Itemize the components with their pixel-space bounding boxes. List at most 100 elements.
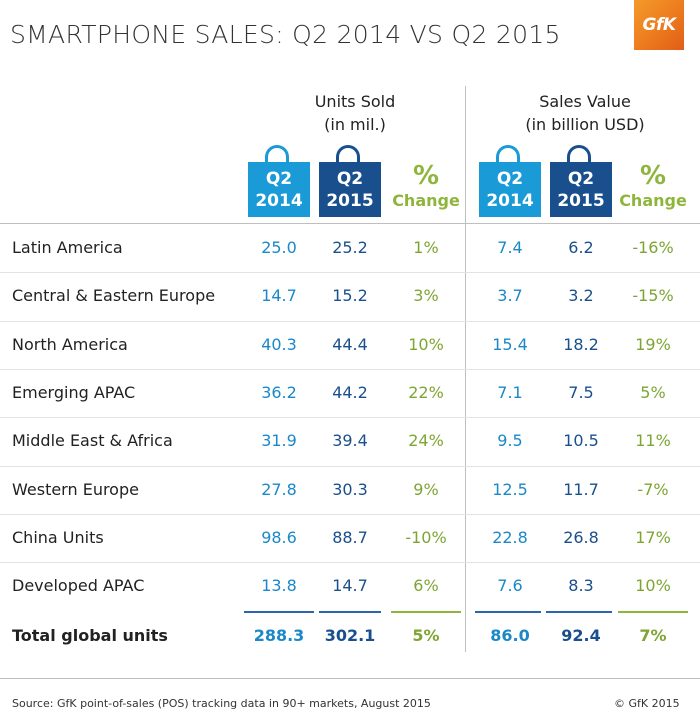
value-sales-change: -7% xyxy=(637,480,669,499)
value-sales-2014: 15.4 xyxy=(492,335,528,354)
total-rule-5 xyxy=(546,611,612,613)
region-label: Developed APAC xyxy=(12,576,145,595)
region-label: Middle East & Africa xyxy=(12,431,173,450)
value-units-change: 9% xyxy=(413,480,439,499)
total-value-units-change: 5% xyxy=(412,626,440,645)
total-label: Total global units xyxy=(12,626,168,645)
bag-icon-q2-2014-sales: Q2 2014 xyxy=(479,145,541,217)
region-label: Emerging APAC xyxy=(12,383,136,402)
region-label: Latin America xyxy=(12,238,123,257)
value-units-2014: 27.8 xyxy=(261,480,297,499)
value-units-2015: 88.7 xyxy=(332,528,368,547)
value-sales-2015: 8.3 xyxy=(568,576,594,595)
value-sales-2014: 22.8 xyxy=(492,528,528,547)
total-rule-4 xyxy=(475,611,541,613)
row-separator xyxy=(0,272,700,273)
row-separator xyxy=(0,321,700,322)
units-sold-header: Units Sold (in mil.) xyxy=(270,90,440,136)
value-sales-2015: 10.5 xyxy=(563,431,599,450)
value-sales-2014: 12.5 xyxy=(492,480,528,499)
row-separator xyxy=(0,466,700,467)
value-sales-2014: 7.4 xyxy=(497,238,523,257)
total-rule-1 xyxy=(244,611,314,613)
value-units-2014: 40.3 xyxy=(261,335,297,354)
pct-change-header-units: % Change xyxy=(392,161,460,210)
table-row: Western Europe 27.8 30.3 9% 12.5 11.7 -7% xyxy=(0,466,700,514)
value-units-change: 6% xyxy=(413,576,439,595)
region-label: North America xyxy=(12,335,128,354)
value-units-2015: 30.3 xyxy=(332,480,368,499)
value-sales-change: -16% xyxy=(632,238,674,257)
sales-value-unit: (in billion USD) xyxy=(525,115,645,134)
value-sales-2014: 7.1 xyxy=(497,383,523,402)
value-units-change: 1% xyxy=(413,238,439,257)
value-units-2015: 14.7 xyxy=(332,576,368,595)
table-row: Developed APAC 13.8 14.7 6% 7.6 8.3 10% xyxy=(0,562,700,610)
total-value-sales-2015: 92.4 xyxy=(561,626,601,645)
value-units-2015: 15.2 xyxy=(332,286,368,305)
value-sales-2015: 6.2 xyxy=(568,238,594,257)
value-sales-2014: 3.7 xyxy=(497,286,523,305)
total-value-sales-2014: 86.0 xyxy=(490,626,530,645)
table-row: North America 40.3 44.4 10% 15.4 18.2 19% xyxy=(0,321,700,369)
value-units-2014: 25.0 xyxy=(261,238,297,257)
value-sales-change: 17% xyxy=(635,528,671,547)
value-units-2015: 25.2 xyxy=(332,238,368,257)
value-sales-2015: 7.5 xyxy=(568,383,594,402)
value-units-2014: 13.8 xyxy=(261,576,297,595)
row-separator xyxy=(0,369,700,370)
table-row: Emerging APAC 36.2 44.2 22% 7.1 7.5 5% xyxy=(0,369,700,417)
footer-rule xyxy=(0,678,700,679)
value-sales-change: -15% xyxy=(632,286,674,305)
value-sales-2015: 11.7 xyxy=(563,480,599,499)
table-row: Latin America 25.0 25.2 1% 7.4 6.2 -16% xyxy=(0,224,700,272)
value-units-2015: 44.2 xyxy=(332,383,368,402)
source-note: Source: GfK point-of-sales (POS) trackin… xyxy=(12,697,431,710)
value-units-2014: 14.7 xyxy=(261,286,297,305)
value-sales-change: 5% xyxy=(640,383,666,402)
value-sales-2015: 26.8 xyxy=(563,528,599,547)
table-row: Middle East & Africa 31.9 39.4 24% 9.5 10.5 11… xyxy=(0,417,700,465)
value-units-change: 3% xyxy=(413,286,439,305)
table-row: Central & Eastern Europe 14.7 15.2 3% 3.7 3.2… xyxy=(0,272,700,320)
chart-title: SMARTPHONE SALES: Q2 2014 VS Q2 2015 xyxy=(10,20,561,49)
row-separator xyxy=(0,417,700,418)
value-sales-2015: 3.2 xyxy=(568,286,594,305)
bag-icon-q2-2014-units: Q2 2014 xyxy=(248,145,310,217)
units-sold-unit: (in mil.) xyxy=(324,115,386,134)
sales-value-header: Sales Value (in billion USD) xyxy=(495,90,675,136)
value-units-2014: 98.6 xyxy=(261,528,297,547)
gfk-logo: GfK xyxy=(634,0,684,50)
region-label: Central & Eastern Europe xyxy=(12,286,216,305)
value-sales-change: 11% xyxy=(635,431,671,450)
value-sales-2014: 7.6 xyxy=(497,576,523,595)
value-sales-2015: 18.2 xyxy=(563,335,599,354)
table-row: China Units 98.6 88.7 -10% 22.8 26.8 17% xyxy=(0,514,700,562)
total-row: Total global units 288.3 302.1 5% 86.0 9… xyxy=(0,612,700,660)
value-units-change: -10% xyxy=(405,528,447,547)
total-value-units-2014: 288.3 xyxy=(253,626,305,645)
row-separator xyxy=(0,514,700,515)
pct-change-header-sales: % Change xyxy=(619,161,687,210)
header-rule xyxy=(0,223,700,224)
value-units-2015: 44.4 xyxy=(332,335,368,354)
value-units-2014: 31.9 xyxy=(261,431,297,450)
value-sales-change: 10% xyxy=(635,576,671,595)
region-label: China Units xyxy=(12,528,104,547)
value-units-change: 24% xyxy=(408,431,444,450)
copyright-note: © GfK 2015 xyxy=(614,697,680,710)
bag-icon-q2-2015-units: Q2 2015 xyxy=(319,145,381,217)
total-rule-6 xyxy=(618,611,688,613)
sales-value-label: Sales Value xyxy=(539,92,631,111)
total-rule-2 xyxy=(319,611,381,613)
row-separator xyxy=(0,562,700,563)
value-units-change: 10% xyxy=(408,335,444,354)
bag-icon-q2-2015-sales: Q2 2015 xyxy=(550,145,612,217)
units-sold-label: Units Sold xyxy=(314,92,396,111)
value-sales-change: 19% xyxy=(635,335,671,354)
value-units-2014: 36.2 xyxy=(261,383,297,402)
total-value-sales-change: 7% xyxy=(639,626,667,645)
region-label: Western Europe xyxy=(12,480,139,499)
value-units-2015: 39.4 xyxy=(332,431,368,450)
total-value-units-2015: 302.1 xyxy=(324,626,376,645)
